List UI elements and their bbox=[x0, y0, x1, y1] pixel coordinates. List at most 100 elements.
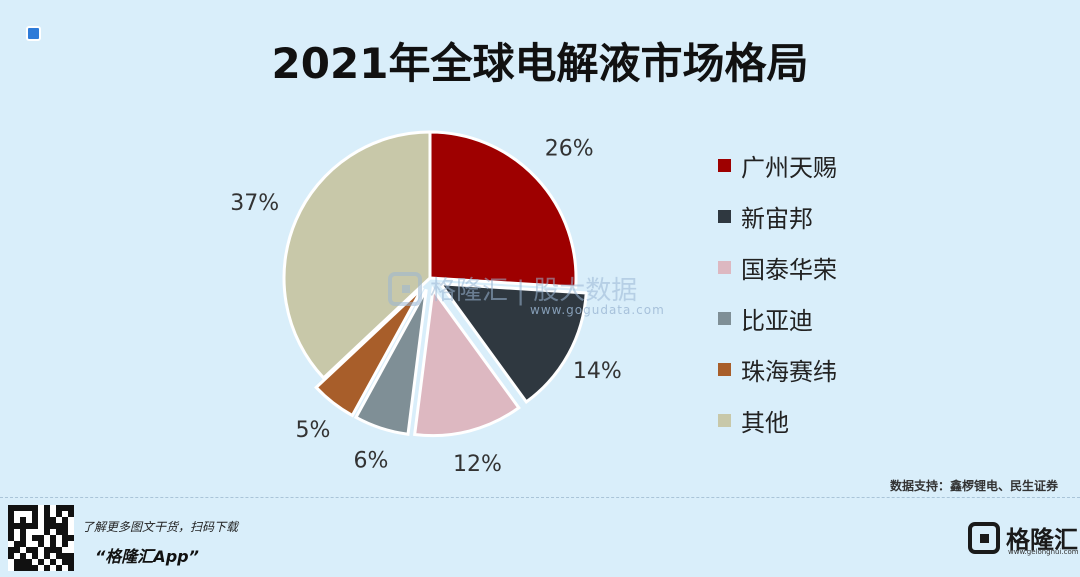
qr-cell bbox=[56, 517, 62, 523]
qr-cell bbox=[32, 517, 38, 523]
legend-label: 珠海赛纬 bbox=[741, 358, 837, 386]
pie-slice-label: 12% bbox=[453, 452, 502, 477]
qr-cell bbox=[56, 529, 62, 535]
qr-cell bbox=[56, 523, 62, 529]
pie-chart: 26% 14% 12% 6% 5% 37% bbox=[230, 130, 622, 477]
pie-slice bbox=[282, 130, 432, 381]
legend-label: 广州天赐 bbox=[741, 154, 837, 182]
pie-slice-label: 14% bbox=[573, 359, 622, 384]
qr-cell bbox=[50, 505, 56, 511]
qr-cell bbox=[44, 529, 50, 535]
qr-cell bbox=[26, 505, 32, 511]
footer-divider bbox=[0, 497, 1080, 498]
qr-cell bbox=[56, 505, 62, 511]
qr-cell bbox=[8, 517, 14, 523]
qr-cell bbox=[8, 505, 14, 511]
qr-cell bbox=[38, 553, 44, 559]
qr-cell bbox=[50, 511, 56, 517]
qr-cell bbox=[68, 523, 74, 529]
qr-cell bbox=[68, 553, 74, 559]
qr-cell bbox=[32, 523, 38, 529]
brand-logo: 格隆汇 bbox=[968, 520, 1078, 555]
legend-item: 新宙邦 bbox=[718, 191, 837, 242]
qr-cell bbox=[44, 553, 50, 559]
qr-cell bbox=[68, 505, 74, 511]
qr-cell bbox=[20, 529, 26, 535]
watermark-text: 格隆汇 | 股大数据 bbox=[430, 276, 638, 306]
qr-cell bbox=[20, 553, 26, 559]
qr-cell bbox=[44, 517, 50, 523]
qr-cell bbox=[32, 565, 38, 571]
qr-cell bbox=[62, 529, 68, 535]
qr-cell bbox=[26, 559, 32, 565]
qr-cell bbox=[38, 511, 44, 517]
qr-cell bbox=[32, 541, 38, 547]
qr-cell bbox=[62, 511, 68, 517]
qr-cell bbox=[8, 523, 14, 529]
brand-icon bbox=[968, 521, 1000, 554]
legend-label: 新宙邦 bbox=[741, 205, 813, 233]
legend-item: 比亚迪 bbox=[718, 293, 837, 344]
pie-slice-label: 26% bbox=[545, 136, 594, 161]
legend-item: 其他 bbox=[718, 395, 837, 446]
pie-slice bbox=[413, 285, 521, 438]
legend-item: 广州天赐 bbox=[718, 140, 837, 191]
qr-cell bbox=[20, 541, 26, 547]
qr-cell bbox=[14, 523, 20, 529]
qr-cell bbox=[8, 511, 14, 517]
legend-label: 其他 bbox=[741, 409, 789, 437]
qr-cell bbox=[32, 547, 38, 553]
qr-cell bbox=[38, 535, 44, 541]
qr-cell bbox=[26, 553, 32, 559]
qr-cell bbox=[68, 559, 74, 565]
qr-cell bbox=[38, 523, 44, 529]
pie-slice bbox=[437, 282, 588, 404]
qr-cell bbox=[26, 517, 32, 523]
qr-cell bbox=[56, 565, 62, 571]
qr-cell bbox=[44, 565, 50, 571]
legend-swatch bbox=[718, 414, 731, 427]
qr-cell bbox=[14, 517, 20, 523]
qr-cell bbox=[14, 511, 20, 517]
qr-cell bbox=[50, 565, 56, 571]
chart-title: 2021年全球电解液市场格局 bbox=[271, 39, 809, 88]
legend-item: 珠海赛纬 bbox=[718, 344, 837, 395]
legend-swatch bbox=[718, 312, 731, 325]
qr-cell bbox=[56, 547, 62, 553]
qr-cell bbox=[62, 565, 68, 571]
qr-cell bbox=[20, 547, 26, 553]
pie-slice-label: 37% bbox=[230, 191, 279, 216]
qr-cell bbox=[32, 529, 38, 535]
qr-cell bbox=[8, 553, 14, 559]
watermark-url: www.gogudata.com bbox=[530, 303, 665, 317]
brand-name: 格隆汇 bbox=[1006, 526, 1078, 554]
qr-cell bbox=[50, 523, 56, 529]
qr-cell bbox=[20, 517, 26, 523]
qr-cell bbox=[26, 541, 32, 547]
qr-cell bbox=[50, 547, 56, 553]
qr-cell bbox=[38, 517, 44, 523]
legend-swatch bbox=[718, 210, 731, 223]
qr-cell bbox=[62, 541, 68, 547]
qr-cell bbox=[20, 505, 26, 511]
qr-cell bbox=[44, 535, 50, 541]
qr-cell bbox=[44, 547, 50, 553]
qr-cell bbox=[32, 553, 38, 559]
qr-cell bbox=[14, 541, 20, 547]
pie-slice-label: 5% bbox=[295, 418, 330, 443]
qr-cell bbox=[26, 511, 32, 517]
pie-slice bbox=[353, 288, 428, 436]
legend-swatch bbox=[718, 159, 731, 172]
brand-url: www.gelonghui.com bbox=[1008, 548, 1079, 556]
qr-cell bbox=[56, 559, 62, 565]
qr-cell bbox=[8, 529, 14, 535]
qr-code-icon[interactable] bbox=[8, 505, 74, 571]
qr-cell bbox=[68, 547, 74, 553]
qr-cell bbox=[14, 553, 20, 559]
qr-cell bbox=[38, 505, 44, 511]
qr-cell bbox=[62, 559, 68, 565]
qr-cell bbox=[62, 523, 68, 529]
qr-cell bbox=[20, 565, 26, 571]
qr-cell bbox=[14, 559, 20, 565]
pie-slice-label: 6% bbox=[354, 449, 389, 474]
